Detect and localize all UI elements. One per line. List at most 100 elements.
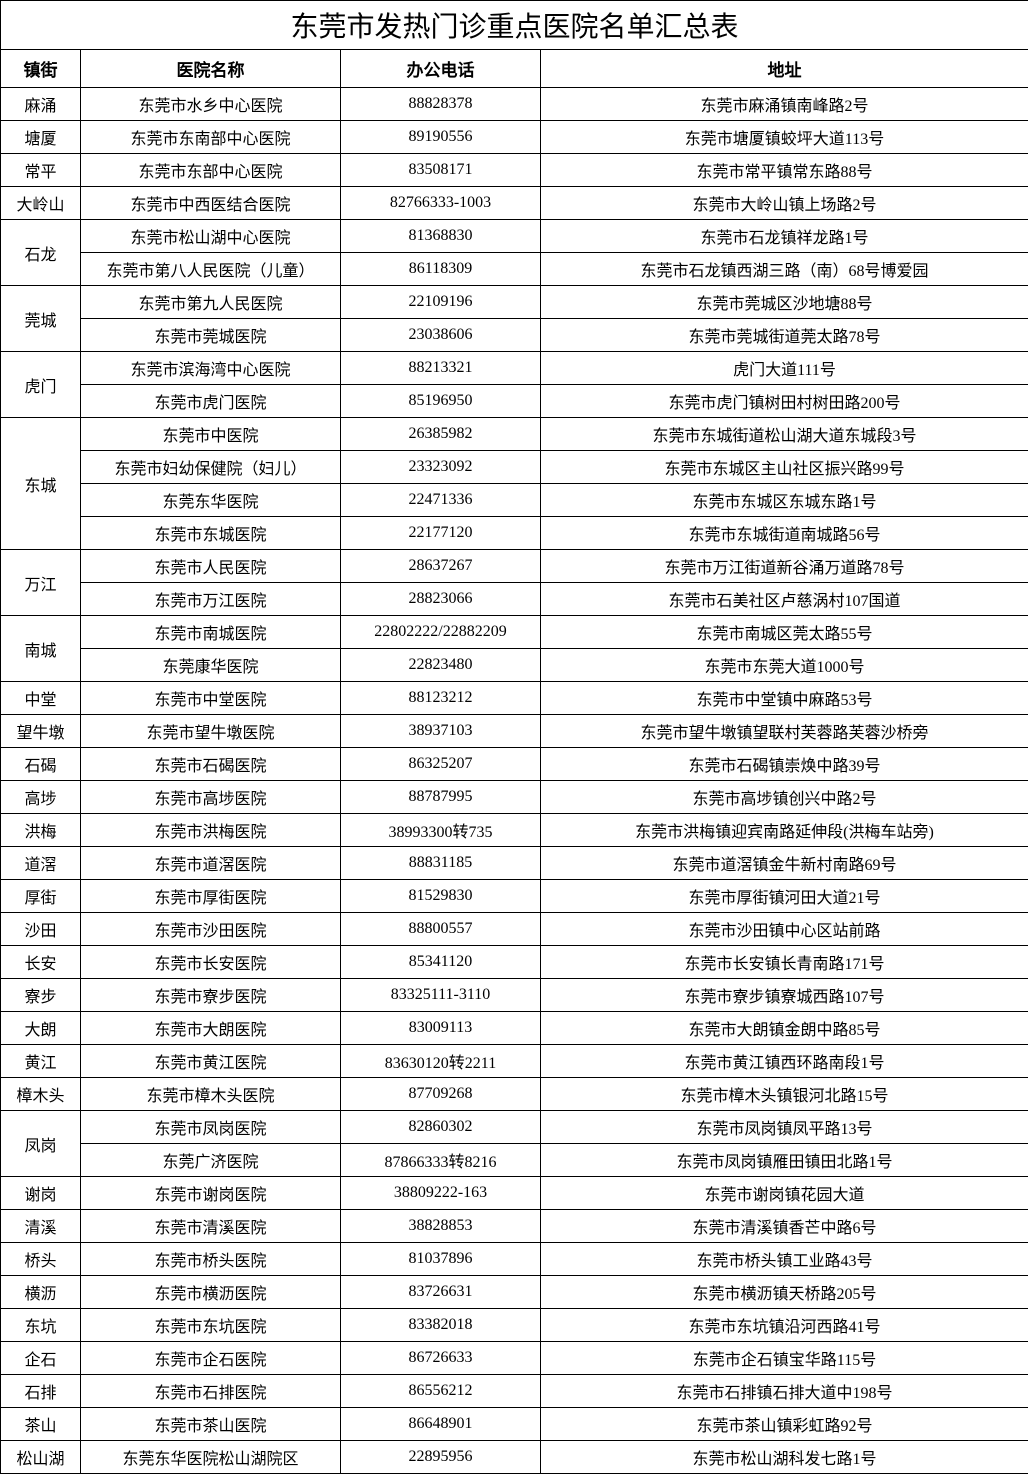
cell-address: 东莞市大朗镇金朗中路85号 bbox=[541, 1012, 1028, 1045]
cell-town: 黄江 bbox=[1, 1045, 81, 1078]
cell-town: 中堂 bbox=[1, 682, 81, 715]
cell-phone: 81529830 bbox=[341, 880, 541, 913]
cell-phone: 85341120 bbox=[341, 946, 541, 979]
table-row: 清溪东莞市清溪医院38828853东莞市清溪镇香芒中路6号 bbox=[1, 1210, 1028, 1243]
table-row: 洪梅东莞市洪梅医院38993300转735东莞市洪梅镇迎宾南路延伸段(洪梅车站旁… bbox=[1, 814, 1028, 847]
cell-town: 石龙 bbox=[1, 220, 81, 286]
cell-phone: 86648901 bbox=[341, 1408, 541, 1441]
cell-phone: 22109196 bbox=[341, 286, 541, 319]
cell-address: 东莞市常平镇常东路88号 bbox=[541, 154, 1028, 187]
cell-hospital: 东莞市莞城医院 bbox=[81, 319, 341, 352]
cell-town: 望牛墩 bbox=[1, 715, 81, 748]
cell-phone: 82766333-1003 bbox=[341, 187, 541, 220]
cell-address: 东莞市清溪镇香芒中路6号 bbox=[541, 1210, 1028, 1243]
cell-address: 东莞市东城街道松山湖大道东城段3号 bbox=[541, 418, 1028, 451]
cell-phone: 22802222/22882209 bbox=[341, 616, 541, 649]
table-row: 石排东莞市石排医院86556212东莞市石排镇石排大道中198号 bbox=[1, 1375, 1028, 1408]
table-row: 东莞康华医院22823480东莞市东莞大道1000号 bbox=[1, 649, 1028, 682]
table-row: 茶山东莞市茶山医院86648901东莞市茶山镇彩虹路92号 bbox=[1, 1408, 1028, 1441]
cell-address: 东莞市石碣镇崇焕中路39号 bbox=[541, 748, 1028, 781]
table-title: 东莞市发热门诊重点医院名单汇总表 bbox=[1, 1, 1028, 50]
cell-phone: 82860302 bbox=[341, 1111, 541, 1144]
cell-address: 东莞市东城区主山社区振兴路99号 bbox=[541, 451, 1028, 484]
table-row: 大岭山东莞市中西医结合医院82766333-1003东莞市大岭山镇上场路2号 bbox=[1, 187, 1028, 220]
cell-phone: 87709268 bbox=[341, 1078, 541, 1111]
cell-address: 东莞市凤岗镇雁田镇田北路1号 bbox=[541, 1144, 1028, 1177]
cell-hospital: 东莞市人民医院 bbox=[81, 550, 341, 583]
cell-town: 茶山 bbox=[1, 1408, 81, 1441]
cell-town: 石排 bbox=[1, 1375, 81, 1408]
cell-address: 东莞市石龙镇西湖三路（南）68号博爱园 bbox=[541, 253, 1028, 286]
table-row: 东莞市第八人民医院（儿童）86118309东莞市石龙镇西湖三路（南）68号博爱园 bbox=[1, 253, 1028, 286]
table-row: 长安东莞市长安医院85341120东莞市长安镇长青南路171号 bbox=[1, 946, 1028, 979]
cell-town: 东城 bbox=[1, 418, 81, 550]
cell-town: 道滘 bbox=[1, 847, 81, 880]
cell-phone: 86726633 bbox=[341, 1342, 541, 1375]
table-row: 望牛墩东莞市望牛墩医院38937103东莞市望牛墩镇望联村芙蓉路芙蓉沙桥旁 bbox=[1, 715, 1028, 748]
table-row: 企石东莞市企石医院86726633东莞市企石镇宝华路115号 bbox=[1, 1342, 1028, 1375]
cell-address: 东莞市道滘镇金牛新村南路69号 bbox=[541, 847, 1028, 880]
table-row: 虎门东莞市滨海湾中心医院88213321虎门大道111号 bbox=[1, 352, 1028, 385]
cell-phone: 28823066 bbox=[341, 583, 541, 616]
cell-hospital: 东莞市中医院 bbox=[81, 418, 341, 451]
cell-address: 东莞市南城区莞太路55号 bbox=[541, 616, 1028, 649]
table-row: 东莞广济医院87866333转8216东莞市凤岗镇雁田镇田北路1号 bbox=[1, 1144, 1028, 1177]
cell-address: 东莞市桥头镇工业路43号 bbox=[541, 1243, 1028, 1276]
cell-hospital: 东莞市凤岗医院 bbox=[81, 1111, 341, 1144]
hospital-table-container: 东莞市发热门诊重点医院名单汇总表 镇街 医院名称 办公电话 地址 麻涌东莞市水乡… bbox=[0, 0, 1028, 1474]
table-row: 东城东莞市中医院26385982东莞市东城街道松山湖大道东城段3号 bbox=[1, 418, 1028, 451]
header-address: 地址 bbox=[541, 50, 1028, 88]
table-row: 高埗东莞市高埗医院88787995东莞市高埗镇创兴中路2号 bbox=[1, 781, 1028, 814]
cell-phone: 28637267 bbox=[341, 550, 541, 583]
table-row: 横沥东莞市横沥医院83726631东莞市横沥镇天桥路205号 bbox=[1, 1276, 1028, 1309]
cell-hospital: 东莞市洪梅医院 bbox=[81, 814, 341, 847]
table-row: 中堂东莞市中堂医院88123212东莞市中堂镇中麻路53号 bbox=[1, 682, 1028, 715]
cell-hospital: 东莞市东坑医院 bbox=[81, 1309, 341, 1342]
cell-phone: 22895956 bbox=[341, 1441, 541, 1474]
cell-phone: 83726631 bbox=[341, 1276, 541, 1309]
cell-address: 东莞市中堂镇中麻路53号 bbox=[541, 682, 1028, 715]
cell-hospital: 东莞市滨海湾中心医院 bbox=[81, 352, 341, 385]
cell-address: 东莞市虎门镇树田村树田路200号 bbox=[541, 385, 1028, 418]
cell-address: 东莞市东城区东城东路1号 bbox=[541, 484, 1028, 517]
cell-hospital: 东莞市长安医院 bbox=[81, 946, 341, 979]
cell-address: 东莞市万江街道新谷涌万道路78号 bbox=[541, 550, 1028, 583]
table-row: 东莞市东城医院22177120东莞市东城街道南城路56号 bbox=[1, 517, 1028, 550]
cell-address: 东莞市洪梅镇迎宾南路延伸段(洪梅车站旁) bbox=[541, 814, 1028, 847]
cell-hospital: 东莞市沙田医院 bbox=[81, 913, 341, 946]
cell-hospital: 东莞市道滘医院 bbox=[81, 847, 341, 880]
cell-hospital: 东莞市企石医院 bbox=[81, 1342, 341, 1375]
table-row: 厚街东莞市厚街医院81529830东莞市厚街镇河田大道21号 bbox=[1, 880, 1028, 913]
cell-address: 虎门大道111号 bbox=[541, 352, 1028, 385]
cell-hospital: 东莞市第九人民医院 bbox=[81, 286, 341, 319]
cell-phone: 22471336 bbox=[341, 484, 541, 517]
cell-hospital: 东莞市黄江医院 bbox=[81, 1045, 341, 1078]
cell-hospital: 东莞市高埗医院 bbox=[81, 781, 341, 814]
cell-town: 南城 bbox=[1, 616, 81, 682]
table-row: 常平东莞市东部中心医院83508171东莞市常平镇常东路88号 bbox=[1, 154, 1028, 187]
table-row: 大朗东莞市大朗医院83009113东莞市大朗镇金朗中路85号 bbox=[1, 1012, 1028, 1045]
cell-hospital: 东莞市石碣医院 bbox=[81, 748, 341, 781]
cell-hospital: 东莞市厚街医院 bbox=[81, 880, 341, 913]
table-row: 沙田东莞市沙田医院88800557东莞市沙田镇中心区站前路 bbox=[1, 913, 1028, 946]
cell-address: 东莞市东莞大道1000号 bbox=[541, 649, 1028, 682]
cell-town: 大朗 bbox=[1, 1012, 81, 1045]
table-row: 莞城东莞市第九人民医院22109196东莞市莞城区沙地塘88号 bbox=[1, 286, 1028, 319]
header-phone: 办公电话 bbox=[341, 50, 541, 88]
cell-hospital: 东莞市松山湖中心医院 bbox=[81, 220, 341, 253]
cell-address: 东莞市松山湖科发七路1号 bbox=[541, 1441, 1028, 1474]
cell-hospital: 东莞市东南部中心医院 bbox=[81, 121, 341, 154]
cell-phone: 88123212 bbox=[341, 682, 541, 715]
cell-town: 横沥 bbox=[1, 1276, 81, 1309]
cell-address: 东莞市塘厦镇蛟坪大道113号 bbox=[541, 121, 1028, 154]
table-row: 石碣东莞市石碣医院86325207东莞市石碣镇崇焕中路39号 bbox=[1, 748, 1028, 781]
cell-hospital: 东莞市东城医院 bbox=[81, 517, 341, 550]
cell-phone: 22823480 bbox=[341, 649, 541, 682]
table-row: 黄江东莞市黄江医院83630120转2211东莞市黄江镇西环路南段1号 bbox=[1, 1045, 1028, 1078]
cell-phone: 85196950 bbox=[341, 385, 541, 418]
cell-phone: 81368830 bbox=[341, 220, 541, 253]
cell-hospital: 东莞市茶山医院 bbox=[81, 1408, 341, 1441]
cell-town: 万江 bbox=[1, 550, 81, 616]
cell-address: 东莞市凤岗镇凤平路13号 bbox=[541, 1111, 1028, 1144]
cell-address: 东莞市横沥镇天桥路205号 bbox=[541, 1276, 1028, 1309]
